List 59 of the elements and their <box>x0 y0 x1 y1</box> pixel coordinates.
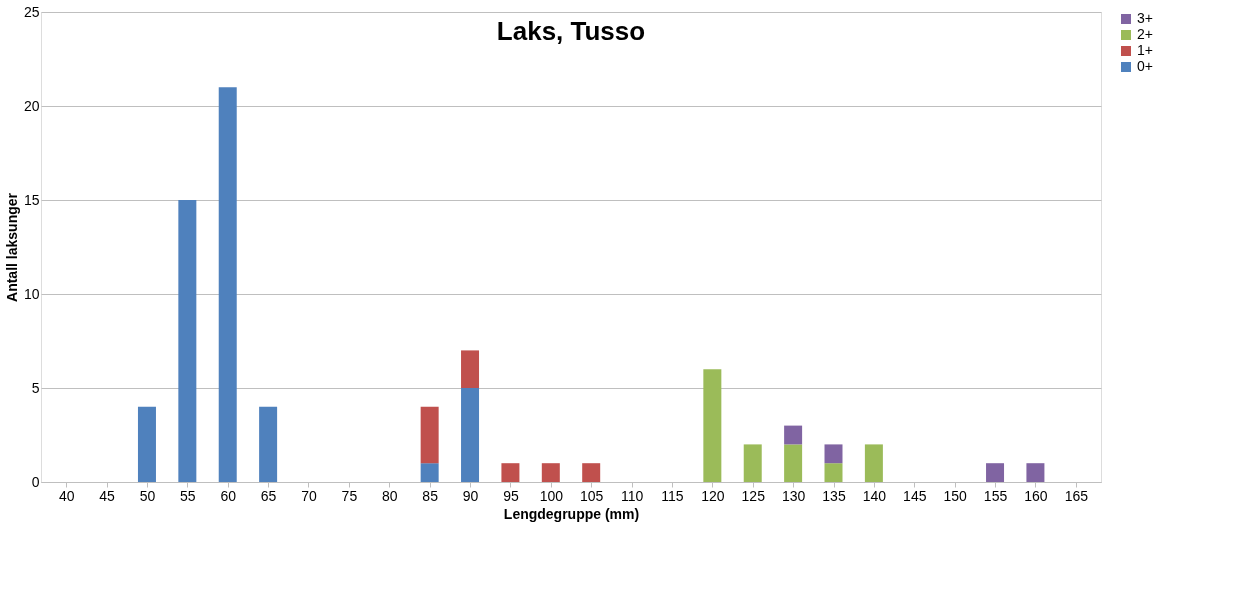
bar <box>501 463 520 482</box>
x-tick-label: 145 <box>903 487 927 504</box>
x-tick-label: 45 <box>99 487 116 504</box>
bar <box>218 87 237 482</box>
bar <box>1026 463 1045 482</box>
y-tick-label: 0 <box>31 473 40 490</box>
x-tick-label: 65 <box>260 487 277 504</box>
legend-label: 3+ <box>1137 10 1153 26</box>
bar <box>461 388 480 482</box>
chart-title: Laks, Tusso <box>496 16 646 46</box>
x-tick-label: 75 <box>341 487 358 504</box>
x-tick-label: 40 <box>58 487 75 504</box>
bar <box>259 406 278 482</box>
x-tick-label: 150 <box>943 487 968 504</box>
x-tick-label: 100 <box>539 487 564 504</box>
bar <box>824 463 843 482</box>
bar <box>743 444 762 482</box>
x-axis-title: Lengdegruppe (mm) <box>503 505 640 522</box>
x-tick-label: 70 <box>301 487 317 504</box>
bar <box>864 444 883 482</box>
bar <box>582 463 601 482</box>
x-tick-label: 110 <box>620 487 644 504</box>
x-tick-label: 155 <box>983 487 1008 504</box>
x-tick-label: 120 <box>701 487 725 504</box>
x-tick-label: 85 <box>422 487 439 504</box>
bar <box>461 350 480 388</box>
legend-label: 1+ <box>1137 42 1153 58</box>
bar <box>541 463 560 482</box>
bar <box>137 406 156 482</box>
x-tick-label: 135 <box>822 487 846 504</box>
bar <box>824 444 843 464</box>
x-tick-label: 125 <box>741 487 766 504</box>
x-tick-label: 50 <box>139 487 156 504</box>
bar <box>784 425 803 445</box>
bar <box>420 406 439 464</box>
bar <box>703 369 722 482</box>
legend-label: 0+ <box>1137 58 1153 74</box>
x-tick-label: 165 <box>1064 487 1089 504</box>
x-tick-label: 140 <box>862 487 887 504</box>
x-tick-label: 105 <box>580 487 604 504</box>
bar <box>784 444 803 482</box>
bar <box>178 200 197 482</box>
y-tick-label: 20 <box>23 97 40 114</box>
y-tick-label: 25 <box>23 3 40 20</box>
x-tick-label: 55 <box>180 487 196 504</box>
bar <box>420 463 439 482</box>
legend-label: 2+ <box>1137 26 1153 42</box>
y-tick-label: 10 <box>23 285 40 302</box>
x-tick-label: 60 <box>220 487 237 504</box>
y-tick-label: 5 <box>31 379 40 396</box>
x-tick-label: 95 <box>503 487 519 504</box>
x-tick-label: 115 <box>661 487 684 504</box>
x-tick-label: 160 <box>1024 487 1048 504</box>
x-tick-label: 80 <box>381 487 398 504</box>
x-tick-label: 90 <box>462 487 479 504</box>
y-axis-title: Antall laksunger <box>3 192 20 302</box>
x-tick-label: 130 <box>781 487 806 504</box>
bar <box>986 463 1005 482</box>
y-tick-label: 15 <box>23 191 40 208</box>
